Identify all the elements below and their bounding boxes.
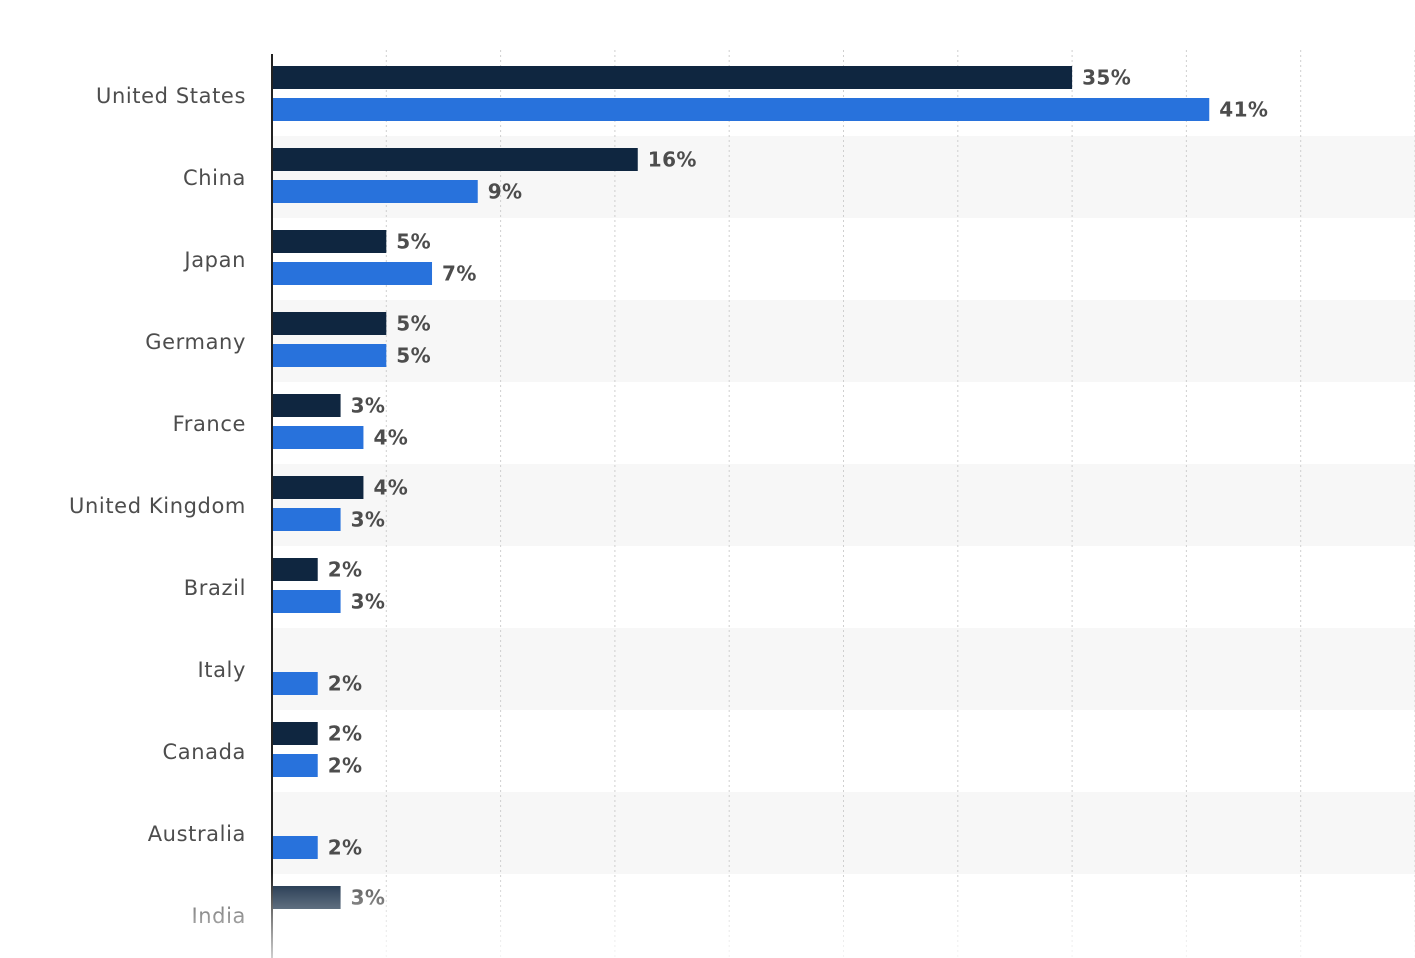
category-label: Canada [162, 740, 246, 764]
bars [272, 66, 1210, 909]
category-label: Italy [197, 658, 246, 682]
bar [272, 754, 318, 777]
value-label: 5% [396, 344, 431, 368]
value-label: 41% [1219, 98, 1268, 122]
value-label: 4% [373, 476, 408, 500]
value-label: 3% [351, 590, 386, 614]
category-label: China [183, 166, 246, 190]
bar [272, 262, 433, 285]
value-label: 2% [328, 836, 363, 860]
bar [272, 344, 387, 367]
value-label: 16% [648, 148, 697, 172]
value-label: 2% [328, 722, 363, 746]
bar [272, 180, 478, 203]
bar [272, 312, 387, 335]
value-label: 9% [488, 180, 523, 204]
bar [272, 886, 341, 909]
bar [272, 836, 318, 859]
category-label: France [173, 412, 246, 436]
bar [272, 722, 318, 745]
category-label: India [191, 904, 246, 928]
category-label: Japan [182, 248, 246, 272]
bar [272, 672, 318, 695]
bar [272, 66, 1073, 89]
bar [272, 230, 387, 253]
value-label: 5% [396, 230, 431, 254]
gridlines [385, 50, 1415, 958]
value-label: 5% [396, 312, 431, 336]
bar [272, 476, 364, 499]
value-label: 7% [442, 262, 477, 286]
bar [272, 426, 364, 449]
category-label: Australia [148, 822, 246, 846]
category-label: United Kingdom [69, 494, 246, 518]
bar [272, 590, 341, 613]
value-label: 3% [351, 508, 386, 532]
bar [272, 558, 318, 581]
value-label: 2% [328, 672, 363, 696]
value-label: 35% [1082, 66, 1131, 90]
bar [272, 394, 341, 417]
value-label: 2% [328, 754, 363, 778]
bar [272, 148, 638, 171]
category-label: Brazil [184, 576, 246, 600]
value-label: 3% [351, 394, 386, 418]
value-label: 3% [351, 886, 386, 910]
category-label: Germany [145, 330, 246, 354]
category-labels: United States China Japan Germany France Unit… [69, 84, 246, 928]
bar [272, 98, 1210, 121]
category-label: United States [96, 84, 246, 108]
bar [272, 508, 341, 531]
value-label: 2% [328, 558, 363, 582]
value-label: 4% [373, 426, 408, 450]
